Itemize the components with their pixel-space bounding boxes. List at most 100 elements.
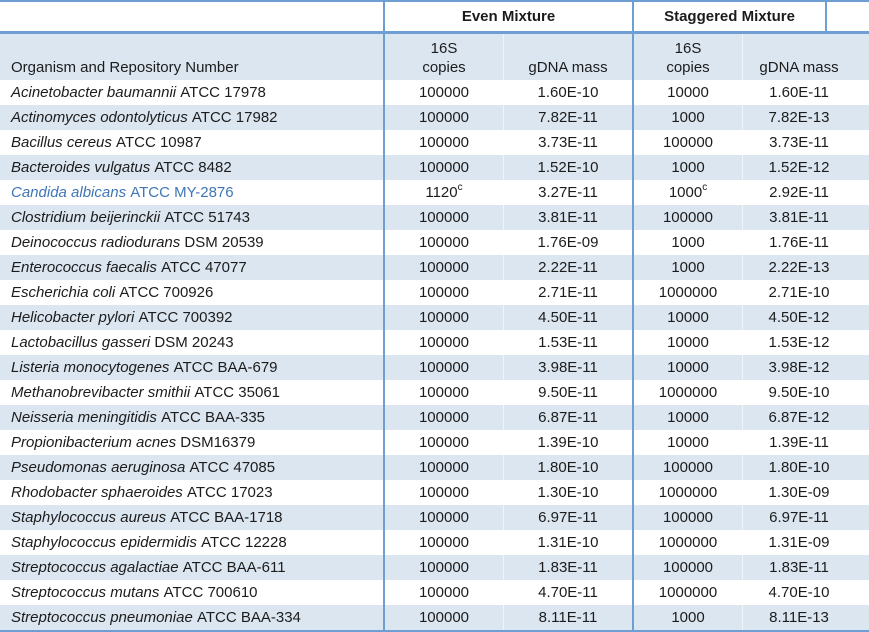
even-gdna-mass-cell: 1.80E-10 [503,455,632,480]
even-16s-copies-cell: 100000 [383,255,503,280]
staggered-16s-copies-cell: 100000 [632,455,742,480]
even-gdna-mass-cell: 9.50E-11 [503,380,632,405]
staggered-16s-copies-cell: 10000 [632,355,742,380]
table-row: Escherichia coli ATCC 700926 100000 2.71E-… [0,280,869,305]
staggered-16s-copies-cell: 10000 [632,405,742,430]
even-gdna-mass-header: gDNA mass [503,34,632,80]
even-gdna-mass-cell: 3.27E-11 [503,180,632,205]
staggered-16s-copies-cell: 1000000 [632,530,742,555]
organism-cell: Deinococcus radiodurans DSM 20539 [11,234,264,251]
staggered-16s-copies-cell: 10000 [632,330,742,355]
staggered-16s-copies-cell: 1000 [632,105,742,130]
organism-cell: Streptococcus mutans ATCC 700610 [11,584,258,601]
even-16s-copies-cell: 1120 c [383,180,503,205]
organism-cell: Staphylococcus aureus ATCC BAA-1718 [11,509,283,526]
header-copies: copies [422,59,466,76]
even-gdna-mass-cell: 1.52E-10 [503,155,632,180]
even-16s-copies-cell: 100000 [383,280,503,305]
even-gdna-mass-cell: 1.53E-11 [503,330,632,355]
organism-cell: Rhodobacter sphaeroides ATCC 17023 [11,484,273,501]
staggered-16s-copies-cell: 100000 [632,130,742,155]
footnote-marker: c [702,182,708,193]
organism-cell: Bacteroides vulgatus ATCC 8482 [11,159,232,176]
staggered-gdna-mass-cell: 1.39E-11 [742,430,869,455]
even-16s-copies-cell: 100000 [383,480,503,505]
table-border-top [0,0,869,2]
table-row: Listeria monocytogenes ATCC BAA-679 10000… [0,355,869,380]
organism-cell: Escherichia coli ATCC 700926 [11,284,214,301]
staggered-gdna-mass-cell: 8.11E-13 [742,605,869,630]
table-row: Lactobacillus gasseri DSM 20243 100000 1.5… [0,330,869,355]
staggered-16s-copies-cell: 100000 [632,555,742,580]
group-header-end-spacer [827,2,869,31]
even-16s-copies-cell: 100000 [383,105,503,130]
even-16s-copies-cell: 100000 [383,530,503,555]
even-16s-copies-cell: 100000 [383,405,503,430]
header-copies: copies [666,59,710,76]
staggered-gdna-mass-header: gDNA mass [742,34,869,80]
footnote-marker: c [457,182,463,193]
even-gdna-mass-cell: 1.39E-10 [503,430,632,455]
even-gdna-mass-cell: 7.82E-11 [503,105,632,130]
staggered-gdna-mass-cell: 2.22E-13 [742,255,869,280]
even-16s-copies-cell: 100000 [383,230,503,255]
staggered-gdna-mass-cell: 1.60E-11 [742,80,869,105]
table-row: Streptococcus agalactiae ATCC BAA-611 100… [0,555,869,580]
staggered-gdna-mass-cell: 4.50E-12 [742,305,869,330]
staggered-gdna-mass-cell: 3.73E-11 [742,130,869,155]
staggered-16s-copies-cell: 1000 [632,155,742,180]
even-16s-copies-cell: 100000 [383,505,503,530]
even-gdna-mass-cell: 4.50E-11 [503,305,632,330]
even-16s-copies-header: 16S copies [383,34,503,80]
even-16s-copies-cell: 100000 [383,430,503,455]
header-16s: 16S [430,40,458,57]
organism-cell: Methanobrevibacter smithii ATCC 35061 [11,384,281,401]
staggered-16s-copies-cell: 10000 [632,305,742,330]
even-gdna-mass-cell: 1.30E-10 [503,480,632,505]
staggered-gdna-mass-cell: 1.76E-11 [742,230,869,255]
table-row: Clostridium beijerinckii ATCC 51743 10000… [0,205,869,230]
organism-cell: Staphylococcus epidermidis ATCC 12228 [11,534,287,551]
table-border-bottom [0,630,869,632]
even-gdna-mass-cell: 1.31E-10 [503,530,632,555]
staggered-gdna-mass-cell: 1.30E-09 [742,480,869,505]
organism-cell: Neisseria meningitidis ATCC BAA-335 [11,409,265,426]
staggered-gdna-mass-cell: 1.52E-12 [742,155,869,180]
table-row: Candida albicans ATCC MY-2876 1120 c 3.27E-… [0,180,869,205]
even-16s-copies-cell: 100000 [383,380,503,405]
even-gdna-mass-cell: 2.22E-11 [503,255,632,280]
table-row: Streptococcus pneumoniae ATCC BAA-334 100… [0,605,869,630]
staggered-gdna-mass-cell: 3.98E-12 [742,355,869,380]
staggered-16s-copies-cell: 1000 c [632,180,742,205]
even-16s-copies-cell: 100000 [383,605,503,630]
even-16s-copies-cell: 100000 [383,205,503,230]
even-gdna-mass-cell: 6.97E-11 [503,505,632,530]
organism-cell: Clostridium beijerinckii ATCC 51743 [11,209,250,226]
organism-cell: Pseudomonas aeruginosa ATCC 47085 [11,459,276,476]
header-16s: 16S [674,40,702,57]
group-header-spacer [0,2,383,31]
staggered-16s-copies-cell: 1000 [632,605,742,630]
even-gdna-mass-cell: 3.98E-11 [503,355,632,380]
staggered-gdna-mass-cell: 1.53E-12 [742,330,869,355]
staggered-16s-copies-cell: 100000 [632,505,742,530]
staggered-gdna-mass-cell: 7.82E-13 [742,105,869,130]
staggered-gdna-mass-cell: 9.50E-10 [742,380,869,405]
table-row: Enterococcus faecalis ATCC 47077 100000 2.… [0,255,869,280]
even-16s-copies-cell: 100000 [383,330,503,355]
even-16s-copies-cell: 100000 [383,130,503,155]
even-16s-copies-cell: 100000 [383,305,503,330]
staggered-gdna-mass-cell: 3.81E-11 [742,205,869,230]
staggered-gdna-mass-cell: 1.80E-10 [742,455,869,480]
staggered-16s-copies-cell: 1000000 [632,480,742,505]
staggered-gdna-mass-cell: 4.70E-10 [742,580,869,605]
table-row: Pseudomonas aeruginosa ATCC 47085 100000 1… [0,455,869,480]
staggered-16s-copies-cell: 10000 [632,80,742,105]
staggered-gdna-mass-cell: 6.97E-11 [742,505,869,530]
staggered-16s-copies-cell: 100000 [632,205,742,230]
staggered-16s-copies-cell: 1000000 [632,380,742,405]
organism-cell: Lactobacillus gasseri DSM 20243 [11,334,234,351]
even-mixture-header: Even Mixture [383,2,632,31]
table-row: Bacillus cereus ATCC 10987 100000 3.73E-11… [0,130,869,155]
